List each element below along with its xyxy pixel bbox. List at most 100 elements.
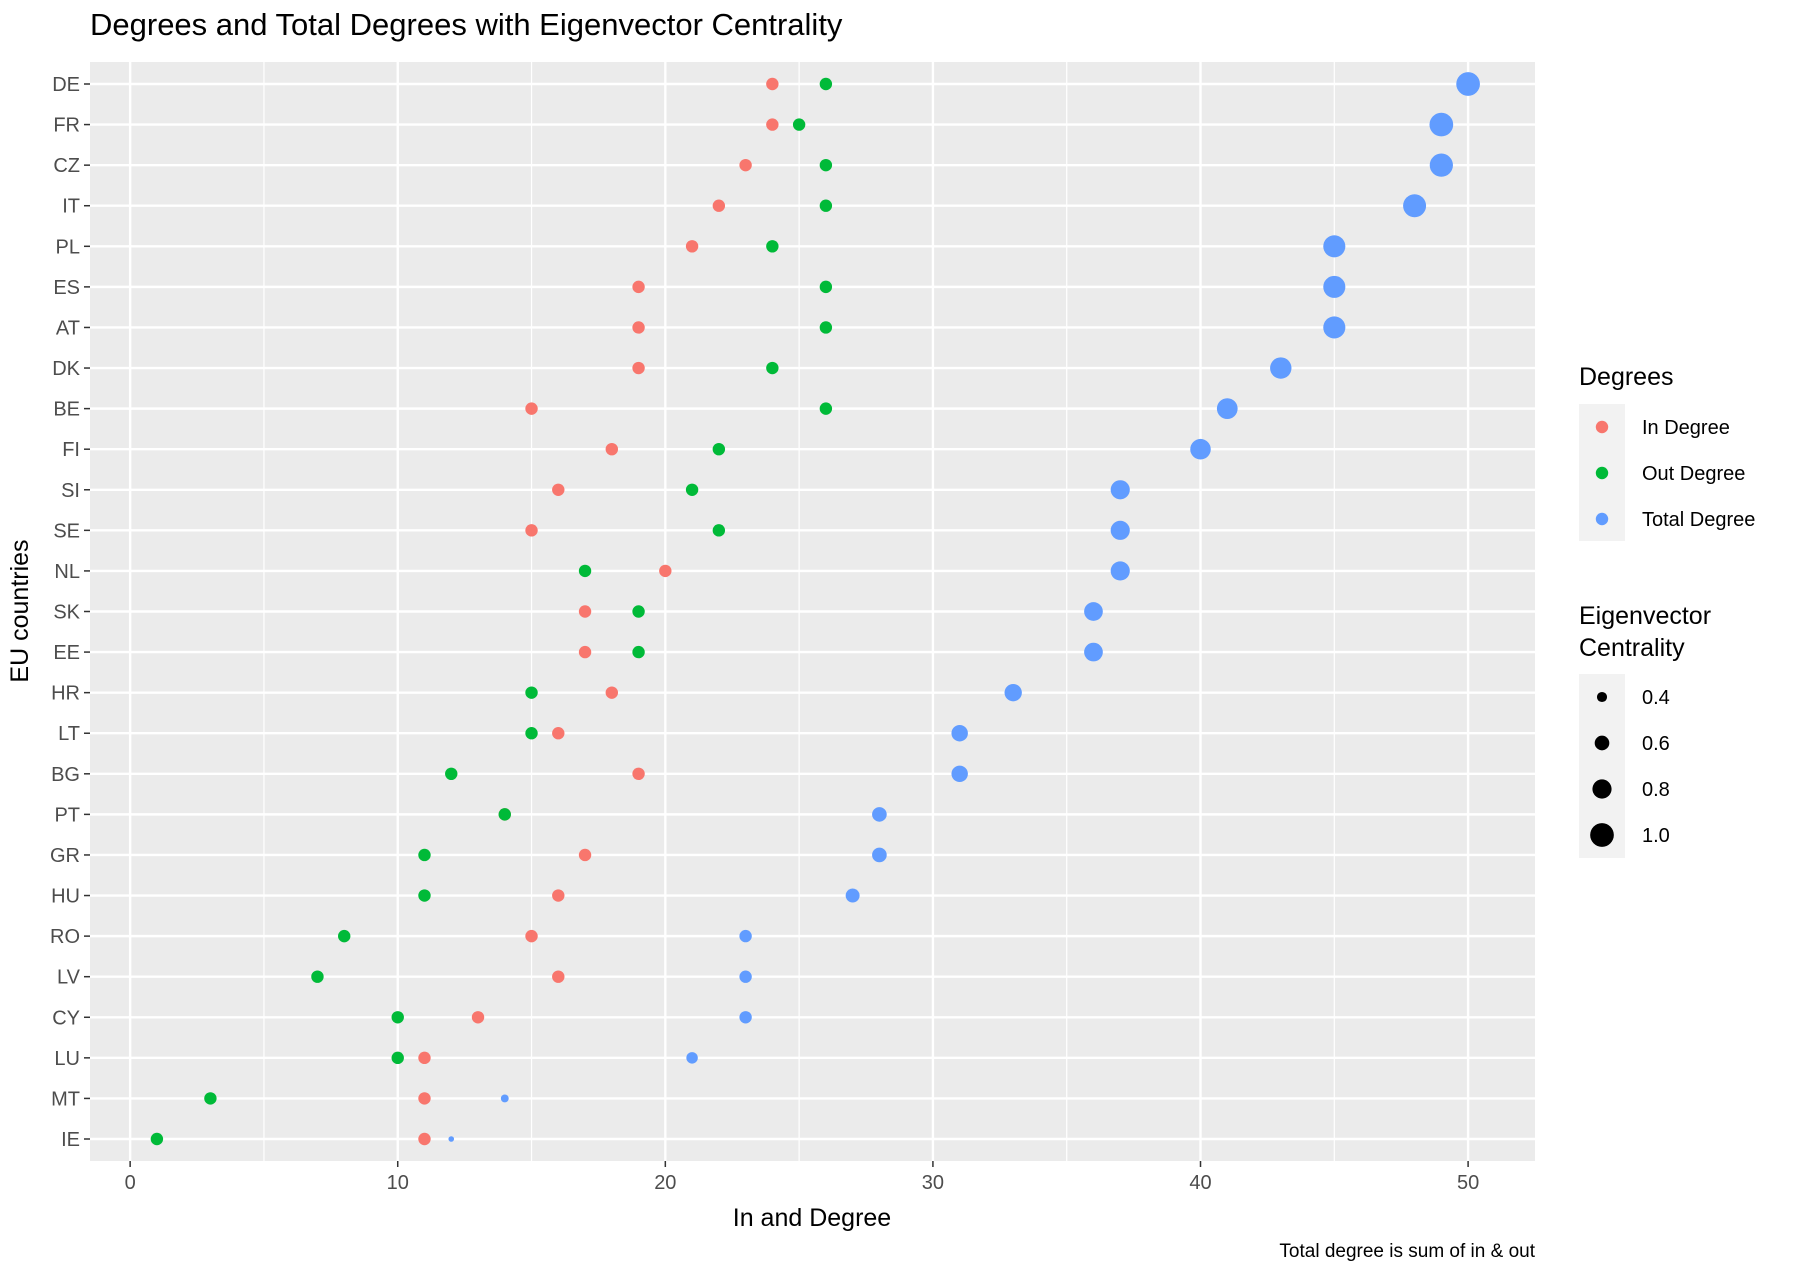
y-tick-label: SI <box>61 480 80 502</box>
point-out-degree-ro <box>338 929 351 943</box>
point-out-degree-be <box>819 402 833 415</box>
y-tick-label: MT <box>51 1088 80 1110</box>
point-total-degree-fr <box>1429 112 1454 137</box>
point-out-degree-fr <box>792 118 806 131</box>
point-total-degree-be <box>1216 398 1238 419</box>
point-in-degree-cy <box>471 1011 485 1024</box>
y-tick-label: GR <box>50 845 80 867</box>
point-in-degree-si <box>552 483 565 496</box>
point-out-degree-hr <box>525 686 538 699</box>
point-total-degree-gr <box>872 847 887 863</box>
point-out-degree-hu <box>418 889 431 902</box>
point-total-degree-de <box>1456 72 1480 96</box>
grid <box>90 62 1535 1161</box>
point-total-degree-it <box>1403 194 1427 218</box>
legend-label: Out Degree <box>1642 463 1745 485</box>
point-out-degree-lv <box>311 970 324 983</box>
point-in-degree-pl <box>685 240 699 253</box>
point-total-degree-pt <box>872 807 887 822</box>
point-total-degree-hu <box>845 888 860 903</box>
x-tick-label: 30 <box>922 1172 944 1194</box>
legend-degrees: Degrees In Degree Out Degree Total Degree <box>1579 363 1755 541</box>
y-tick-label: HR <box>51 683 80 705</box>
x-axis-title: In and Degree <box>733 1204 891 1232</box>
x-axis: 0 10 20 30 40 50 <box>125 1161 1479 1194</box>
y-tick-label: RO <box>50 926 80 948</box>
y-tick-label: FI <box>62 439 80 461</box>
point-out-degree-sk <box>632 605 645 618</box>
point-in-degree-lt <box>552 727 565 740</box>
y-tick-label: BE <box>53 399 80 421</box>
point-in-degree-dk <box>632 361 645 375</box>
point-out-degree-pl <box>766 240 779 253</box>
point-in-degree-ie <box>418 1132 431 1146</box>
point-out-degree-fi <box>712 442 726 456</box>
point-out-degree-lu <box>391 1051 404 1065</box>
point-out-degree-ie <box>150 1132 164 1146</box>
y-tick-label: PL <box>56 236 80 258</box>
point-total-degree-cy <box>739 1011 752 1024</box>
x-tick-label: 10 <box>387 1172 409 1194</box>
point-in-degree-at <box>632 321 645 334</box>
point-total-degree-at <box>1323 316 1346 339</box>
point-out-degree-it <box>819 199 833 212</box>
y-tick-label: SE <box>53 520 80 542</box>
y-tick-label: DE <box>52 74 80 96</box>
legend-label: Total Degree <box>1642 509 1755 531</box>
point-total-degree-fi <box>1190 438 1211 460</box>
point-total-degree-hr <box>1004 683 1022 702</box>
point-out-degree-nl <box>578 564 592 578</box>
x-tick-label: 40 <box>1189 1172 1211 1194</box>
point-out-degree-si <box>685 483 699 496</box>
y-tick-label: FR <box>53 115 80 137</box>
legend-label: In Degree <box>1642 417 1730 439</box>
y-tick-label: IT <box>62 196 80 218</box>
point-in-degree-de <box>766 77 779 91</box>
point-in-degree-hu <box>552 889 565 902</box>
point-total-degree-mt <box>500 1094 509 1103</box>
legend-degrees-title: Degrees <box>1579 363 1674 391</box>
data-points <box>150 72 1480 1146</box>
point-in-degree-fi <box>605 442 619 456</box>
point-in-degree-mt <box>418 1092 431 1105</box>
legend-size-key <box>1596 691 1608 703</box>
legend-size-label: 1.0 <box>1642 825 1670 847</box>
chart-caption: Total degree is sum of in & out <box>1279 1241 1535 1262</box>
legend-key-out-degree <box>1595 466 1609 480</box>
y-tick-label: PT <box>54 804 80 826</box>
point-total-degree-se <box>1110 520 1130 540</box>
point-in-degree-be <box>525 402 538 415</box>
x-tick-label: 20 <box>654 1172 676 1194</box>
legend-size-title-line-1: Eigenvector <box>1579 602 1711 630</box>
point-out-degree-dk <box>766 361 779 375</box>
point-in-degree-lu <box>418 1051 431 1065</box>
point-in-degree-fr <box>766 118 779 131</box>
point-in-degree-ro <box>525 929 538 943</box>
x-tick-label: 0 <box>125 1172 136 1194</box>
point-out-degree-se <box>712 524 726 537</box>
point-total-degree-cz <box>1429 153 1453 177</box>
chart-title: Degrees and Total Degrees with Eigenvect… <box>90 7 843 42</box>
point-total-degree-ie <box>448 1136 455 1142</box>
y-tick-label: IE <box>61 1129 80 1151</box>
point-out-degree-bg <box>445 767 458 781</box>
point-total-degree-lu <box>686 1052 698 1064</box>
point-total-degree-es <box>1323 275 1346 298</box>
point-out-degree-de <box>819 77 833 91</box>
point-out-degree-ee <box>632 645 645 659</box>
point-total-degree-lv <box>739 970 752 983</box>
y-tick-label: DK <box>52 358 80 380</box>
point-in-degree-se <box>525 524 538 537</box>
point-out-degree-pt <box>498 808 511 821</box>
legend-key-in-degree <box>1595 420 1609 434</box>
y-tick-label: SK <box>53 602 80 624</box>
point-out-degree-cz <box>819 158 833 172</box>
point-in-degree-it <box>712 199 726 212</box>
y-tick-label: HU <box>51 886 80 908</box>
legend-eigenvector-centrality: Eigenvector Centrality 0.4 0.6 0.8 1.0 <box>1579 602 1711 858</box>
legend-size-key <box>1590 823 1614 847</box>
point-out-degree-es <box>819 280 833 294</box>
point-out-degree-at <box>819 321 833 334</box>
y-tick-label: LT <box>58 723 80 745</box>
